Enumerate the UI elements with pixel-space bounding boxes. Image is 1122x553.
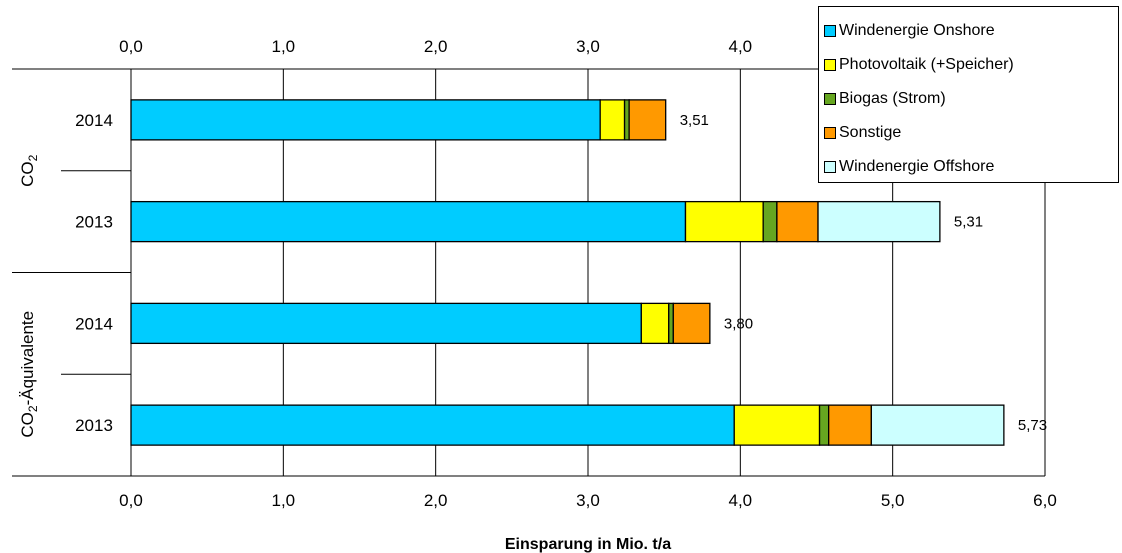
legend: Windenergie Onshore Photovoltaik (+Speich… <box>818 6 1119 183</box>
bar-segment <box>818 404 830 446</box>
legend-label: Sonstige <box>839 124 902 141</box>
x-tick-label-bottom: 4,0 <box>729 491 753 510</box>
legend-item: Sonstige <box>819 116 1118 150</box>
bar-segment <box>623 99 630 141</box>
x-tick-label-bottom: 0,0 <box>119 491 143 510</box>
category-label: 2014 <box>75 111 113 130</box>
x-tick-label-bottom: 6,0 <box>1033 491 1057 510</box>
x-tick-label-bottom: 5,0 <box>881 491 905 510</box>
bar-total-label: 5,73 <box>1018 417 1047 434</box>
bars <box>130 99 1005 446</box>
legend-swatch <box>824 93 836 105</box>
bar-segment <box>828 404 872 446</box>
bar-segment <box>599 99 626 141</box>
bar-segment <box>130 99 601 141</box>
legend-item: Biogas (Strom) <box>819 82 1118 116</box>
bar-segment <box>684 200 764 243</box>
bar-segment <box>672 302 711 345</box>
bar-total-label: 3,51 <box>680 112 709 129</box>
x-tick-label-top: 4,0 <box>729 37 753 56</box>
group-label: CO2 <box>18 154 40 187</box>
bar-segment <box>733 404 821 446</box>
x-tick-label-top: 2,0 <box>424 37 448 56</box>
bar-segment <box>776 200 819 243</box>
category-label: 2014 <box>75 314 113 333</box>
x-tick-label-bottom: 1,0 <box>272 491 296 510</box>
legend-swatch <box>824 59 836 71</box>
x-tick-label-top: 3,0 <box>576 37 600 56</box>
bar-segment <box>668 302 674 345</box>
legend-item: Windenergie Onshore <box>819 14 1118 48</box>
bar-segment <box>130 404 735 446</box>
legend-swatch <box>824 161 836 173</box>
category-label: 2013 <box>75 416 113 435</box>
bar-segment <box>628 99 667 141</box>
bar-segment <box>130 200 687 243</box>
x-tick-label-bottom: 2,0 <box>424 491 448 510</box>
bar-segment <box>640 302 670 345</box>
bar-segment <box>762 200 778 243</box>
bar-total-label: 5,31 <box>954 214 983 231</box>
bar-segment <box>130 302 642 345</box>
group-label: CO2-Äquivalente <box>18 311 40 438</box>
legend-label: Windenergie Onshore <box>839 22 995 39</box>
legend-item: Windenergie Offshore <box>819 150 1118 184</box>
legend-label: Photovoltaik (+Speicher) <box>839 56 1014 73</box>
x-tick-label-bottom: 3,0 <box>576 491 600 510</box>
legend-swatch <box>824 25 836 37</box>
bar-total-label: 3,80 <box>724 315 753 332</box>
x-tick-label-top: 0,0 <box>119 37 143 56</box>
legend-item: Photovoltaik (+Speicher) <box>819 48 1118 82</box>
legend-label: Windenergie Offshore <box>839 158 995 175</box>
category-label: 2013 <box>75 213 113 232</box>
bar-segment <box>817 200 941 243</box>
x-tick-label-top: 1,0 <box>272 37 296 56</box>
legend-label: Biogas (Strom) <box>839 90 946 107</box>
x-axis-label: Einsparung in Mio. t/a <box>505 536 671 553</box>
bar-segment <box>870 404 1005 446</box>
legend-swatch <box>824 127 836 139</box>
